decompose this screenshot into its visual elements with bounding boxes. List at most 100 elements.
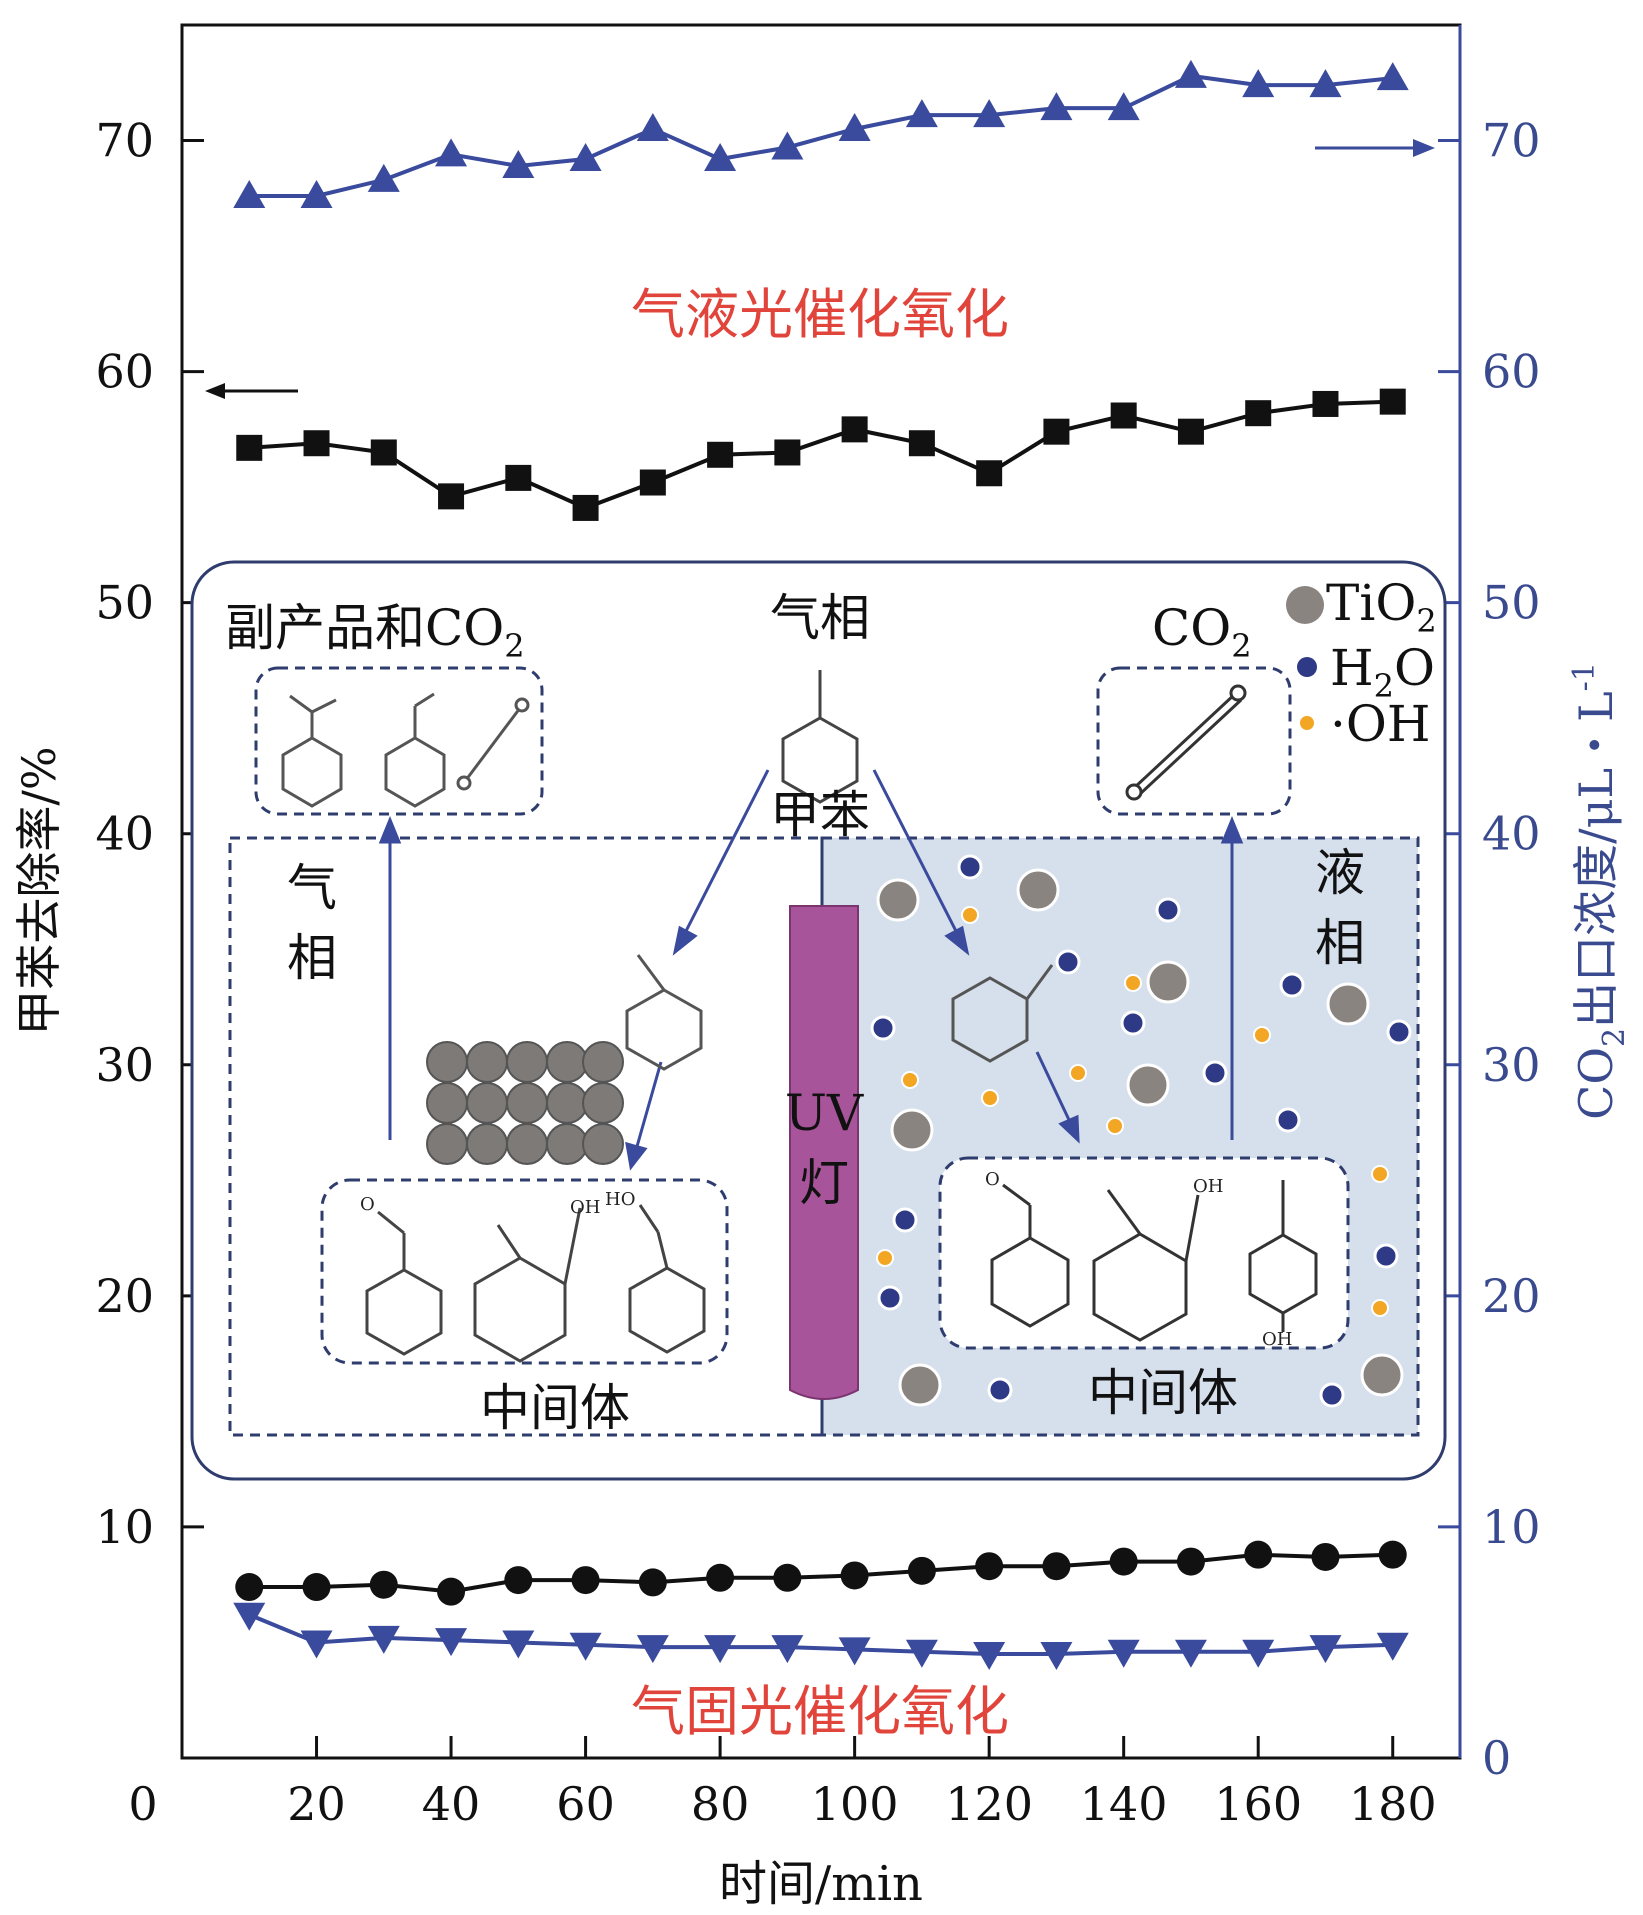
legend-h2o-label: H2O xyxy=(1330,639,1435,705)
data-point-triangle-down xyxy=(367,1625,400,1654)
series-line xyxy=(249,399,1393,511)
data-point-square xyxy=(1043,418,1070,445)
liquid-side-label-1: 液 xyxy=(1315,844,1365,902)
gas-phase-top-label: 气相 xyxy=(770,589,870,647)
uv-label-2: 灯 xyxy=(799,1154,849,1212)
series-line xyxy=(248,1612,1393,1657)
x-tick-label: 60 xyxy=(556,1777,615,1831)
x-tick-label: 100 xyxy=(811,1777,899,1831)
data-point-circle xyxy=(706,1563,735,1592)
toluene-molecule-liquid xyxy=(951,964,1054,1063)
toluene-label: 甲苯 xyxy=(770,786,870,844)
mechanism-diagram: 副产品和CO2 气相 甲苯 CO2 气 相 液 相 UV 灯 中间体 中间体 O… xyxy=(190,560,1447,1481)
data-point-circle xyxy=(504,1566,533,1595)
data-point-circle xyxy=(840,1561,869,1590)
data-point-triangle-down xyxy=(502,1630,535,1659)
chem-label-o1: O xyxy=(360,1194,375,1215)
data-point-triangle-up xyxy=(569,143,602,172)
data-point-square xyxy=(236,434,263,461)
x-tick-label: 140 xyxy=(1080,1777,1168,1831)
byproducts-sub: 2 xyxy=(504,627,524,665)
data-point-triangle-up xyxy=(367,163,400,192)
h2o-molecules xyxy=(870,854,1412,1408)
left-tick-label: 30 xyxy=(95,1038,154,1092)
right-axis-arrow xyxy=(1315,139,1435,157)
data-point-circle xyxy=(369,1570,398,1599)
data-point-square xyxy=(1110,402,1137,429)
chem-label-oh-b: OH xyxy=(1193,1176,1223,1197)
data-point-circle xyxy=(1042,1552,1071,1581)
data-point-square xyxy=(976,460,1003,487)
gas-side-label-2: 相 xyxy=(287,929,337,987)
data-point-triangle-up xyxy=(704,143,737,172)
data-point-circle xyxy=(302,1573,331,1602)
left-tick-label: 60 xyxy=(95,345,154,399)
chem-label-o2: O xyxy=(985,1169,1000,1190)
right-axis-title: CO2出口浓度/μL・L-1 xyxy=(1567,662,1632,1120)
data-point-triangle-up xyxy=(838,112,871,141)
data-point-triangle-down xyxy=(435,1628,468,1657)
oh-radicals xyxy=(876,906,1389,1317)
data-point-square xyxy=(572,494,599,521)
diagram-legend: TiO2 H2O ·OH xyxy=(1286,574,1437,753)
intermediate-box-right xyxy=(938,1156,1350,1350)
data-point-circle xyxy=(1378,1540,1407,1569)
uv-label-1: UV xyxy=(785,1084,864,1142)
data-point-triangle-down xyxy=(569,1632,602,1661)
right-tick-label: 0 xyxy=(1482,1731,1511,1785)
series-triangle-down xyxy=(233,1602,1409,1671)
left-tick-label: 50 xyxy=(95,576,154,630)
co2-label-sub: 2 xyxy=(1231,627,1251,665)
left-tick-label: 10 xyxy=(95,1500,154,1554)
legend-h2o-post: O xyxy=(1394,639,1435,697)
toluene-molecule-top xyxy=(781,670,859,804)
data-point-triangle-down xyxy=(1242,1639,1275,1668)
data-point-triangle-up xyxy=(1107,92,1140,121)
data-point-triangle-up xyxy=(1174,59,1207,88)
data-point-triangle-down xyxy=(1376,1632,1409,1661)
data-point-triangle-up xyxy=(233,179,266,208)
x-tick-label: 120 xyxy=(945,1777,1033,1831)
data-point-square xyxy=(774,439,801,466)
x-tick-label: 180 xyxy=(1349,1777,1437,1831)
right-axis-title-sup: -1 xyxy=(1567,662,1602,691)
byproduct-molecules xyxy=(281,692,530,808)
data-point-triangle-up xyxy=(1040,92,1073,121)
data-point-triangle-down xyxy=(973,1642,1006,1671)
right-axis-title-rest: 出口浓度/μL・L xyxy=(1569,691,1623,1028)
data-point-square xyxy=(1379,388,1406,415)
co2-label: CO2 xyxy=(1152,599,1252,665)
data-point-square xyxy=(841,416,868,443)
data-point-circle xyxy=(235,1573,264,1602)
right-tick-label: 10 xyxy=(1482,1500,1541,1554)
data-point-triangle-down xyxy=(838,1637,871,1666)
data-point-square xyxy=(303,430,330,457)
data-point-circle xyxy=(638,1568,667,1597)
series-line xyxy=(249,1552,1393,1594)
data-point-triangle-up xyxy=(771,131,804,160)
x-axis-ticks: 0 20 40 60 80 100 120 140 160 180 xyxy=(128,1736,1437,1831)
x-tick-label: 0 xyxy=(128,1777,157,1831)
data-point-triangle-down xyxy=(636,1635,669,1664)
intermediate-box-left xyxy=(320,1178,729,1365)
toluene-molecule-gas xyxy=(625,954,703,1071)
right-axis-ticks: 0 10 20 30 40 50 60 70 xyxy=(1438,114,1541,1785)
left-tick-label: 70 xyxy=(95,114,154,168)
data-point-triangle-down xyxy=(1107,1639,1140,1668)
data-point-triangle-up xyxy=(1309,69,1342,98)
series-square xyxy=(236,388,1406,521)
x-tick-label: 160 xyxy=(1214,1777,1302,1831)
right-tick-label: 70 xyxy=(1482,114,1541,168)
data-point-triangle-up xyxy=(502,149,535,178)
data-point-square xyxy=(1245,400,1272,427)
legend-h2o-sub: 2 xyxy=(1374,667,1394,705)
legend-oh-label: ·OH xyxy=(1330,695,1431,753)
data-point-circle xyxy=(437,1577,466,1606)
data-point-triangle-up xyxy=(1242,69,1275,98)
data-point-triangle-down xyxy=(233,1602,266,1631)
legend-oh-swatch xyxy=(1300,716,1314,730)
data-point-square xyxy=(707,441,734,468)
right-tick-label: 20 xyxy=(1482,1269,1541,1323)
data-point-square xyxy=(639,469,666,496)
